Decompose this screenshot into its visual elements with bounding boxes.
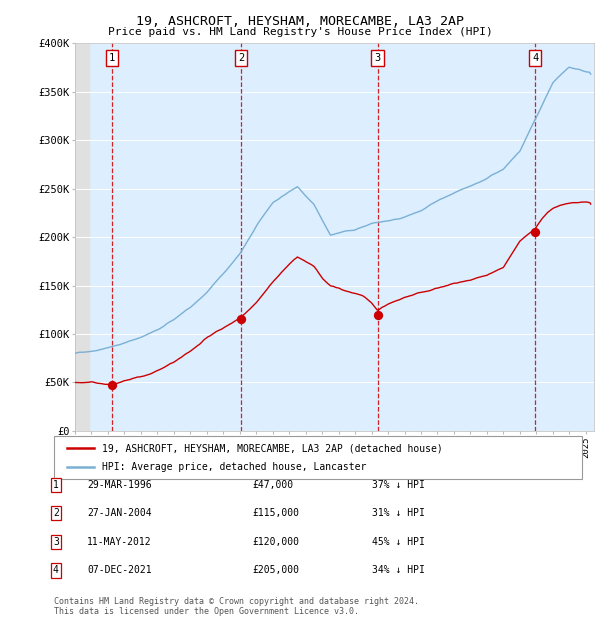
Text: 1: 1 [53, 480, 59, 490]
Text: 19, ASHCROFT, HEYSHAM, MORECAMBE, LA3 2AP: 19, ASHCROFT, HEYSHAM, MORECAMBE, LA3 2A… [136, 15, 464, 28]
Text: 4: 4 [532, 53, 538, 63]
Point [530, 228, 540, 237]
Text: 1: 1 [109, 53, 115, 63]
Text: 3: 3 [374, 53, 380, 63]
FancyBboxPatch shape [54, 436, 582, 479]
Text: Price paid vs. HM Land Registry's House Price Index (HPI): Price paid vs. HM Land Registry's House … [107, 27, 493, 37]
Text: 4: 4 [53, 565, 59, 575]
Text: 45% ↓ HPI: 45% ↓ HPI [372, 537, 425, 547]
Point [236, 314, 246, 324]
Point [107, 381, 117, 391]
Text: Contains HM Land Registry data © Crown copyright and database right 2024.: Contains HM Land Registry data © Crown c… [54, 597, 419, 606]
Text: 27-JAN-2004: 27-JAN-2004 [87, 508, 152, 518]
Text: 29-MAR-1996: 29-MAR-1996 [87, 480, 152, 490]
Text: £205,000: £205,000 [252, 565, 299, 575]
Text: 34% ↓ HPI: 34% ↓ HPI [372, 565, 425, 575]
Text: 19, ASHCROFT, HEYSHAM, MORECAMBE, LA3 2AP (detached house): 19, ASHCROFT, HEYSHAM, MORECAMBE, LA3 2A… [101, 443, 442, 453]
Text: 3: 3 [53, 537, 59, 547]
Text: This data is licensed under the Open Government Licence v3.0.: This data is licensed under the Open Gov… [54, 607, 359, 616]
Text: 37% ↓ HPI: 37% ↓ HPI [372, 480, 425, 490]
Text: 11-MAY-2012: 11-MAY-2012 [87, 537, 152, 547]
Text: HPI: Average price, detached house, Lancaster: HPI: Average price, detached house, Lanc… [101, 462, 366, 472]
Text: 07-DEC-2021: 07-DEC-2021 [87, 565, 152, 575]
Text: £115,000: £115,000 [252, 508, 299, 518]
Text: £47,000: £47,000 [252, 480, 293, 490]
Text: 31% ↓ HPI: 31% ↓ HPI [372, 508, 425, 518]
Point [373, 310, 382, 320]
Bar [75, 43, 90, 431]
Text: £120,000: £120,000 [252, 537, 299, 547]
Text: 2: 2 [53, 508, 59, 518]
Text: 2: 2 [238, 53, 244, 63]
